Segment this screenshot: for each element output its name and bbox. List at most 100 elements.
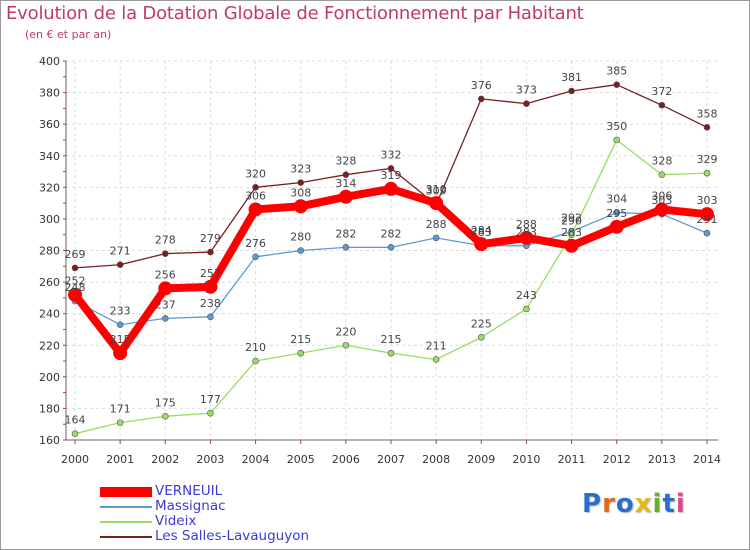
x-tick-label: 2014 bbox=[693, 453, 721, 466]
y-tick-label: 280 bbox=[39, 245, 60, 258]
data-point-videix bbox=[161, 413, 169, 420]
data-label-massignac: 304 bbox=[606, 193, 627, 206]
data-label-les-salles-lavauguyon: 279 bbox=[200, 232, 221, 245]
data-label-videix: 328 bbox=[651, 155, 672, 168]
data-label-les-salles-lavauguyon: 328 bbox=[335, 155, 356, 168]
y-tick-label: 260 bbox=[39, 276, 60, 289]
data-point-les-salles-lavauguyon bbox=[703, 124, 711, 131]
data-point-videix bbox=[71, 430, 79, 437]
y-tick-label: 240 bbox=[39, 308, 60, 321]
data-point-verneuil bbox=[338, 189, 353, 204]
data-point-videix bbox=[523, 305, 530, 313]
data-label-massignac: 303 bbox=[651, 194, 672, 207]
data-label-verneuil: 288 bbox=[516, 218, 537, 231]
data-label-verneuil: 256 bbox=[155, 268, 176, 281]
data-label-massignac: 238 bbox=[200, 297, 221, 310]
data-label-verneuil: 257 bbox=[200, 267, 221, 280]
data-label-verneuil: 306 bbox=[651, 189, 672, 202]
legend-label: Massignac bbox=[155, 498, 226, 514]
data-point-videix bbox=[387, 349, 395, 357]
x-tick-label: 2010 bbox=[512, 453, 540, 466]
data-point-videix bbox=[342, 341, 350, 349]
data-point-videix bbox=[207, 409, 214, 417]
data-point-massignac bbox=[161, 315, 169, 322]
data-label-videix: 225 bbox=[471, 317, 492, 330]
data-point-videix bbox=[477, 334, 485, 341]
data-label-les-salles-lavauguyon: 385 bbox=[606, 65, 627, 78]
data-point-les-salles-lavauguyon bbox=[568, 87, 575, 95]
data-point-videix bbox=[432, 356, 440, 363]
data-point-verneuil bbox=[158, 281, 173, 296]
logo-letter: t bbox=[662, 489, 676, 519]
data-label-massignac: 276 bbox=[245, 237, 266, 250]
data-point-massignac bbox=[432, 234, 440, 242]
data-label-videix: 175 bbox=[155, 396, 176, 409]
legend-label: Videix bbox=[155, 513, 197, 529]
data-point-massignac bbox=[342, 244, 350, 251]
data-label-verneuil: 310 bbox=[426, 183, 447, 196]
data-label-les-salles-lavauguyon: 278 bbox=[155, 234, 176, 247]
data-label-videix: 220 bbox=[335, 325, 356, 338]
chart-title: Evolution de la Dotation Globale de Fonc… bbox=[6, 3, 584, 24]
data-point-verneuil bbox=[564, 238, 579, 253]
logo-letter: x bbox=[634, 489, 653, 519]
data-label-verneuil: 303 bbox=[697, 194, 718, 207]
data-point-massignac bbox=[387, 244, 395, 251]
data-label-videix: 164 bbox=[65, 414, 86, 427]
data-point-verneuil bbox=[248, 202, 263, 217]
data-label-les-salles-lavauguyon: 373 bbox=[516, 84, 537, 97]
data-point-verneuil bbox=[609, 219, 624, 234]
data-label-videix: 171 bbox=[110, 403, 131, 416]
data-label-les-salles-lavauguyon: 381 bbox=[561, 71, 582, 84]
data-point-les-salles-lavauguyon bbox=[252, 184, 259, 191]
y-tick-label: 340 bbox=[39, 150, 60, 163]
chart-subtitle: (en € et par an) bbox=[25, 28, 112, 41]
data-label-videix: 215 bbox=[381, 333, 402, 346]
data-point-les-salles-lavauguyon bbox=[387, 165, 395, 172]
data-label-videix: 329 bbox=[697, 153, 718, 166]
data-point-verneuil bbox=[519, 230, 534, 245]
data-label-videix: 215 bbox=[290, 333, 311, 346]
data-label-massignac: 233 bbox=[110, 305, 131, 318]
data-label-verneuil: 308 bbox=[290, 186, 311, 199]
data-point-verneuil bbox=[113, 346, 128, 361]
data-point-verneuil bbox=[654, 202, 669, 217]
logo-letter: i bbox=[652, 489, 663, 519]
data-label-verneuil: 306 bbox=[245, 189, 266, 202]
data-point-massignac bbox=[116, 321, 124, 329]
y-tick-label: 220 bbox=[39, 339, 60, 352]
y-tick-label: 400 bbox=[39, 55, 60, 68]
data-label-massignac: 291 bbox=[697, 213, 718, 226]
x-tick-label: 2004 bbox=[242, 453, 270, 466]
x-tick-label: 2007 bbox=[377, 453, 405, 466]
data-label-massignac: 283 bbox=[471, 226, 492, 239]
data-point-videix bbox=[703, 169, 711, 177]
data-label-verneuil: 283 bbox=[561, 226, 582, 239]
data-label-videix: 211 bbox=[426, 339, 447, 352]
data-point-les-salles-lavauguyon bbox=[523, 100, 530, 107]
data-point-les-salles-lavauguyon bbox=[161, 250, 169, 257]
data-label-verneuil: 215 bbox=[110, 333, 131, 346]
data-label-les-salles-lavauguyon: 358 bbox=[697, 107, 718, 120]
y-tick-label: 380 bbox=[39, 87, 60, 100]
data-point-videix bbox=[116, 419, 124, 426]
data-point-massignac bbox=[207, 313, 214, 321]
x-tick-label: 2000 bbox=[61, 453, 89, 466]
x-tick-label: 2013 bbox=[648, 453, 676, 466]
data-point-videix bbox=[658, 171, 666, 178]
x-tick-label: 2003 bbox=[196, 453, 224, 466]
data-label-verneuil: 295 bbox=[606, 207, 627, 220]
data-point-videix bbox=[568, 231, 575, 239]
y-tick-label: 360 bbox=[39, 118, 60, 131]
y-tick-label: 200 bbox=[39, 371, 60, 384]
data-point-videix bbox=[613, 136, 621, 144]
logo-letter: r bbox=[602, 489, 616, 519]
data-label-verneuil: 314 bbox=[335, 177, 356, 190]
y-tick-label: 160 bbox=[39, 434, 60, 447]
x-tick-label: 2011 bbox=[558, 453, 586, 466]
data-point-videix bbox=[252, 357, 259, 365]
data-label-les-salles-lavauguyon: 376 bbox=[471, 79, 492, 92]
data-point-les-salles-lavauguyon bbox=[116, 261, 124, 269]
x-tick-label: 2001 bbox=[106, 453, 134, 466]
